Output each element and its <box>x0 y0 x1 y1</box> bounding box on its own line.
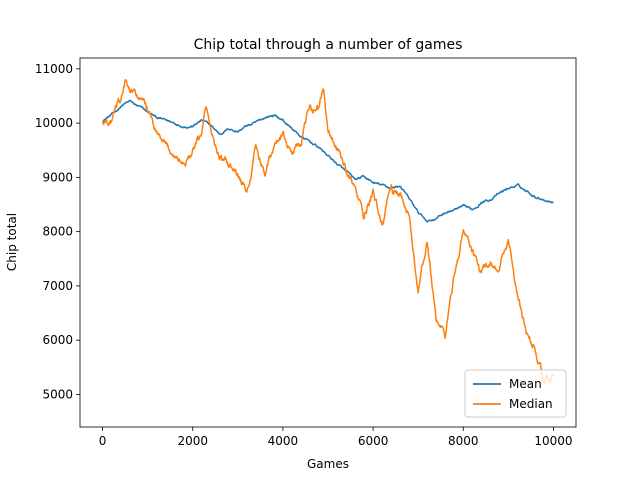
x-axis-label: Games <box>307 457 349 471</box>
y-tick-label: 5000 <box>42 387 73 401</box>
legend-label-mean: Mean <box>509 377 542 391</box>
x-tick-label: 2000 <box>177 434 208 448</box>
y-tick-label: 8000 <box>42 225 73 239</box>
axes-frame <box>79 57 577 428</box>
x-tick-label: 4000 <box>268 434 299 448</box>
x-tick-label: 6000 <box>358 434 389 448</box>
series-line-median <box>101 78 555 385</box>
y-axis-label: Chip total <box>5 213 19 271</box>
axes: 0 2000 4000 6000 8000 10000 5000 6000 7000 8000 90… <box>35 57 577 448</box>
y-tick-label: 6000 <box>42 333 73 347</box>
legend-box <box>464 369 567 418</box>
x-tick-label: 0 <box>99 434 107 448</box>
chart-title: Chip total through a number of games <box>194 37 463 53</box>
x-tick-label: 10000 <box>534 434 572 448</box>
x-tick-label: 8000 <box>448 434 479 448</box>
legend-label-median: Median <box>509 397 553 411</box>
y-tick-label: 9000 <box>42 170 73 184</box>
y-tick-label: 7000 <box>42 279 73 293</box>
series-line-mean <box>102 99 554 223</box>
y-tick-label: 11000 <box>35 62 73 76</box>
legend: Mean Median <box>464 369 567 418</box>
y-tick-label: 10000 <box>35 116 73 130</box>
plot-area <box>101 78 555 385</box>
